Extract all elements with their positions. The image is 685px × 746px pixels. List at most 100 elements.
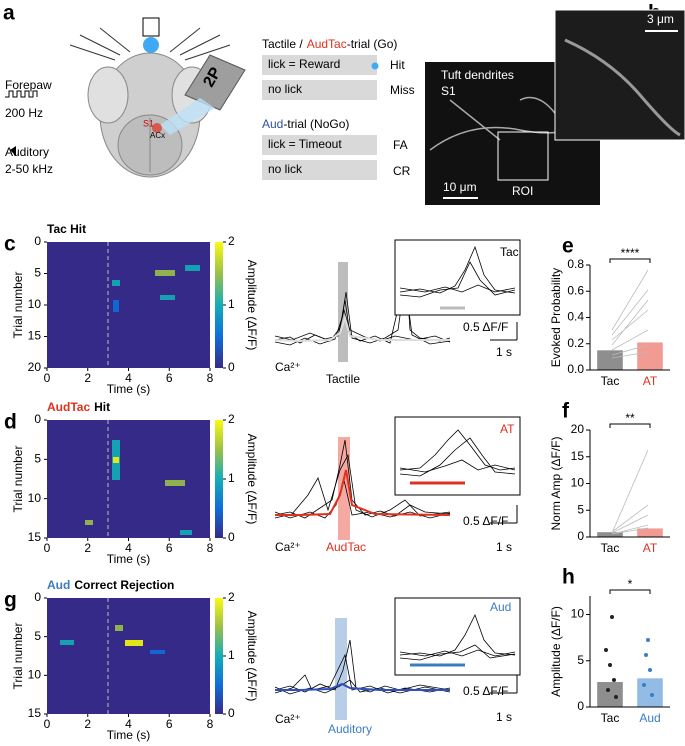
x-tick-label: 0	[44, 371, 51, 385]
x-tick-label: Tac	[601, 541, 620, 555]
label: ACx	[150, 131, 165, 140]
significance: ****	[621, 246, 640, 260]
inset-label: AT	[500, 422, 515, 436]
y-axis-label: Evoked Probability	[549, 268, 563, 367]
x-tick-label: Aud	[639, 711, 660, 725]
x-tick-label: 8	[207, 371, 214, 385]
y-axis-label: Trial number	[11, 623, 25, 690]
y-tick-label: 0	[34, 234, 41, 248]
x-tick-label: 2	[84, 371, 91, 385]
x-tick-label: 6	[166, 541, 173, 555]
x-tick-label: 4	[125, 717, 132, 731]
box	[262, 80, 377, 100]
drop-icon	[371, 62, 379, 70]
trial-title: Tactile / AudTac-trial (Go)	[262, 37, 397, 51]
roi-box	[497, 131, 549, 181]
y-tick-label: 20	[28, 360, 42, 374]
y-tick-label: 0	[34, 590, 41, 604]
box-label: lick = Timeout	[268, 137, 342, 151]
panel-label: c	[4, 233, 16, 256]
stim-label: AudTac	[326, 540, 366, 554]
label: Ca²⁺	[275, 360, 301, 374]
y-tick-label: 20	[571, 422, 585, 436]
y-tick-label: 0	[577, 699, 584, 713]
box	[262, 160, 377, 180]
label: Ca²⁺	[275, 540, 301, 554]
bar	[637, 528, 663, 537]
x-tick-label: Tac	[601, 711, 620, 725]
individual-points	[611, 269, 649, 535]
y-tick-label: 10	[28, 668, 42, 682]
colorbar	[215, 242, 223, 368]
title-part: AudTac	[307, 37, 347, 51]
heatmap	[47, 420, 210, 538]
bar	[597, 350, 623, 370]
label: S1	[143, 118, 154, 128]
panel-title: Tac Hit	[47, 222, 86, 236]
y-axis-label: Trial number	[11, 446, 25, 513]
scale-label: 3 μm	[647, 12, 674, 26]
y-tick-label: 15	[28, 329, 42, 343]
y-tick-label: 15	[28, 530, 42, 544]
panel-label: h	[562, 566, 575, 589]
scale-label: 0.5 ΔF/F	[463, 514, 508, 528]
significance: **	[625, 411, 635, 425]
colorbar-tick-label: 2	[228, 590, 235, 604]
y-tick-label: 10	[571, 607, 585, 621]
y-tick-label: 0.8	[567, 257, 584, 271]
x-axis-label: Time (s)	[107, 728, 151, 742]
bar	[597, 682, 623, 707]
colorbar-tick-label: 1	[228, 297, 235, 311]
trial-title: Aud-trial (NoGo)	[262, 117, 349, 131]
significance-bracket	[609, 258, 651, 263]
panel-label: d	[4, 411, 17, 434]
x-tick-label: 4	[125, 371, 132, 385]
label: Tuft dendrites	[441, 68, 514, 82]
scale-label: 1 s	[496, 345, 512, 359]
y-tick-label: 0	[577, 529, 584, 543]
outcome: FA	[393, 138, 408, 152]
box	[262, 55, 377, 75]
label: 2-50 kHz	[5, 162, 53, 176]
x-tick-label: 4	[125, 541, 132, 555]
colorbar-label: Amplitude (ΔF/F)	[245, 434, 259, 525]
y-tick-label: 10	[28, 491, 42, 505]
box-label: no lick	[268, 82, 303, 96]
panel-title: Aud Correct Rejection	[47, 578, 174, 592]
x-tick-label: 2	[84, 541, 91, 555]
outcome: CR	[393, 164, 411, 178]
colorbar-tick-label: 0	[228, 706, 235, 720]
label: Auditory	[5, 145, 49, 159]
x-tick-label: 8	[207, 717, 214, 731]
title-part: Aud	[262, 117, 283, 131]
y-axis-label: Trial number	[11, 272, 25, 339]
significance-bracket	[609, 423, 651, 428]
title-part: Hit	[94, 400, 110, 414]
y-tick-label: 5	[577, 653, 584, 667]
y-tick-label: 10	[28, 297, 42, 311]
x-axis-label: Time (s)	[107, 382, 151, 396]
significance: *	[628, 577, 633, 591]
scale-label: 0.5 ΔF/F	[463, 320, 508, 334]
stim-label: Tactile	[326, 372, 360, 386]
outcome: Hit	[390, 58, 405, 72]
x-tick-label: 0	[44, 541, 51, 555]
panel-label: g	[4, 589, 17, 612]
box	[262, 135, 377, 155]
x-tick-label: 6	[166, 371, 173, 385]
title-part: -trial (NoGo)	[283, 117, 349, 131]
bar	[597, 532, 623, 537]
x-tick-label: Tac	[601, 374, 620, 388]
colorbar-tick-label: 2	[228, 234, 235, 248]
scale-label: 0.5 ΔF/F	[463, 684, 508, 698]
panel-label: a	[3, 2, 15, 25]
outcome: Miss	[390, 83, 415, 97]
x-tick-label: 2	[84, 717, 91, 731]
colorbar-tick-label: 1	[228, 648, 235, 662]
heatmap	[47, 242, 210, 368]
significance-bracket	[609, 589, 651, 594]
label: Forepaw	[5, 78, 52, 92]
panel-title: AudTac Hit	[47, 400, 110, 414]
x-tick-label: 6	[166, 717, 173, 731]
label: ROI	[512, 184, 533, 198]
